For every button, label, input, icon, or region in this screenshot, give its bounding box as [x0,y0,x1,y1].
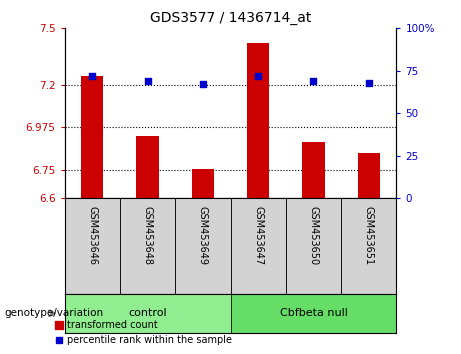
Bar [341,198,396,294]
Text: GSM453646: GSM453646 [87,206,97,265]
Point [89,73,96,79]
Bar [175,198,230,294]
Bar [65,294,230,333]
Bar [230,294,396,333]
Text: GSM453649: GSM453649 [198,206,208,265]
Text: GSM453647: GSM453647 [253,206,263,265]
Legend: transformed count, percentile rank within the sample: transformed count, percentile rank withi… [51,316,236,349]
Point [310,78,317,84]
Text: GDS3577 / 1436714_at: GDS3577 / 1436714_at [150,11,311,25]
Bar [302,142,325,198]
Bar [286,198,341,294]
Bar [230,198,286,294]
Text: control: control [128,308,167,318]
Text: genotype/variation: genotype/variation [5,308,104,318]
Bar [81,75,103,198]
Bar [120,198,175,294]
Text: GSM453651: GSM453651 [364,206,374,265]
Bar [65,198,120,294]
Bar [192,169,214,198]
Text: Cbfbeta null: Cbfbeta null [279,308,348,318]
Bar [358,153,380,198]
Text: GSM453650: GSM453650 [308,206,319,265]
Bar [247,44,269,198]
Text: GSM453648: GSM453648 [142,206,153,265]
Point [365,80,372,86]
Point [254,73,262,79]
Bar [136,136,159,198]
Point [199,81,207,87]
Point [144,78,151,84]
